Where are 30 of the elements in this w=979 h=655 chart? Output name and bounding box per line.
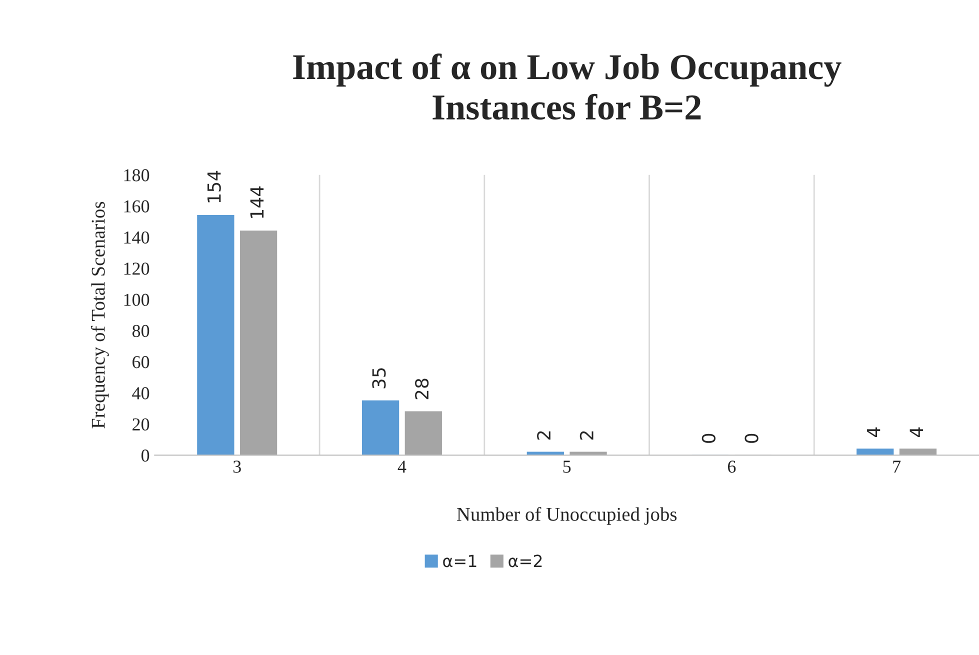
data-label: 35 <box>372 368 386 388</box>
data-label: 4 <box>910 427 923 437</box>
y-tick-label: 100 <box>124 294 150 306</box>
data-label: 28 <box>414 378 429 400</box>
data-label: 144 <box>250 186 264 218</box>
x-tick-label: 6 <box>728 460 736 473</box>
y-tick-label: 80 <box>132 324 150 338</box>
y-tick-label: 0 <box>141 449 150 462</box>
x-tick-label: 7 <box>893 460 901 473</box>
y-tick-label: 180 <box>124 169 150 182</box>
data-label: 0 <box>702 434 716 443</box>
y-tick-label: 60 <box>132 356 150 368</box>
x-tick-label: 5 <box>563 460 571 473</box>
legend-label: α=2 <box>508 554 542 568</box>
x-tick-label: 3 <box>233 460 241 473</box>
x-axis-title: Number of Unoccupied jobs <box>456 507 677 525</box>
data-label: 154 <box>208 170 221 202</box>
y-tick-label: 120 <box>124 262 150 275</box>
y-tick-label: 40 <box>132 387 150 400</box>
y-tick-label: 140 <box>124 231 150 244</box>
y-tick-label: 20 <box>132 418 150 431</box>
y-axis-title: Frequency of Total Scenarios <box>90 202 109 428</box>
data-label: 4 <box>866 427 880 437</box>
y-tick-label: 160 <box>124 200 150 212</box>
data-label: 2 <box>580 431 594 440</box>
data-label: 0 <box>744 434 758 443</box>
x-tick-label: 4 <box>398 460 406 473</box>
data-label: 2 <box>536 431 550 440</box>
legend-label: α=1 <box>443 554 476 568</box>
chart-title: Impact of α on Low Job Occupancy Instances for B=2 <box>293 54 842 120</box>
